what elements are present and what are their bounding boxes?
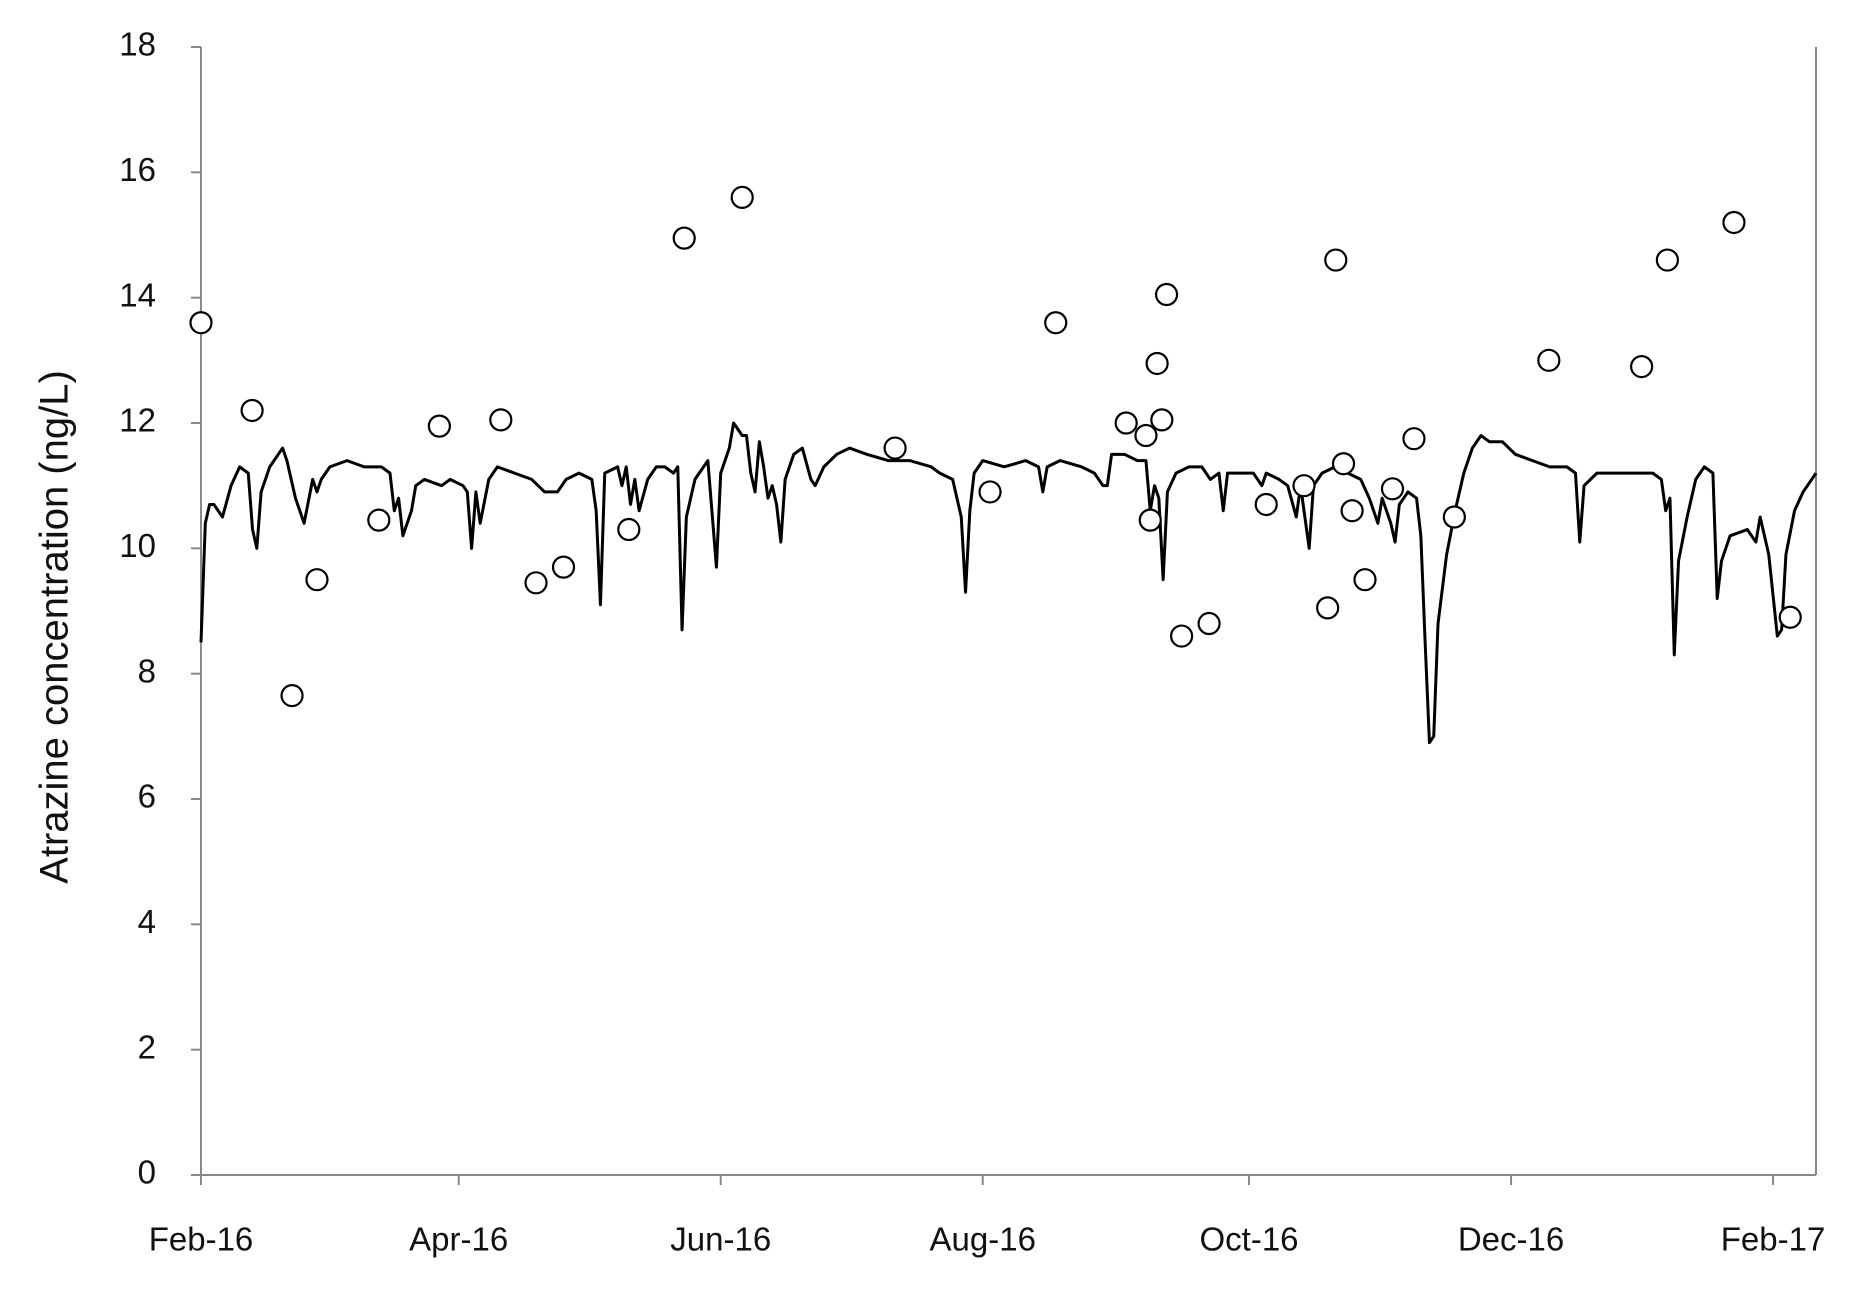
scatter-point [1402,427,1426,451]
y-tick-label: 14 [119,276,156,313]
scatter-point [1145,351,1169,376]
scatter-point [189,311,213,335]
line-series [199,421,1818,745]
x-tick-label: Feb-17 [1721,1221,1826,1258]
scatter-point [1630,355,1654,379]
scatter-point [1353,568,1377,592]
x-tick-label: Jun-16 [670,1221,771,1258]
scatter-point [1134,423,1158,448]
scatter-point [1778,605,1802,629]
scatter-point [1138,508,1162,532]
scatter-point [1154,282,1179,307]
scatter-point [1442,505,1466,529]
x-tick-label: Feb-16 [149,1221,254,1258]
scatter-point [1150,408,1174,432]
scatter-point [617,517,641,542]
y-tick-label: 10 [119,527,156,564]
scatter-point [1324,248,1348,272]
x-tick-label: Dec-16 [1458,1221,1564,1258]
y-tick-label: 6 [138,778,156,815]
scatter-point [978,480,1002,504]
y-tick-label: 2 [138,1028,156,1065]
scatter-point [427,414,451,438]
x-tick-label: Aug-16 [930,1221,1036,1258]
y-tick-label: 0 [138,1154,156,1191]
scatter-point [1722,210,1746,235]
y-tick-label: 12 [119,402,156,439]
scatter-point [551,555,576,579]
scatter-point [1044,311,1068,335]
y-axis-label: Atrazine concentration (ng/L) [33,370,77,884]
scatter-point [524,571,548,595]
scatter-point [489,408,513,432]
scatter-point [1380,477,1405,501]
x-tick-label: Oct-16 [1200,1221,1299,1258]
scatter-point [1169,624,1194,648]
scatter-point [883,436,907,460]
scatter-point [1340,499,1364,523]
scatter-point [1331,452,1356,476]
scatter-point [1655,248,1679,272]
y-tick-label: 18 [119,26,156,63]
scatter-point [730,185,754,209]
scatter-point [1254,492,1278,517]
scatter-point [280,683,304,708]
scatter-point [1292,474,1316,498]
scatter-point [240,398,264,423]
scatter-point [1316,596,1340,620]
scatter-point [305,568,329,592]
y-tick-label: 16 [119,151,156,188]
scatter-point [1197,611,1221,636]
scatter-point [367,508,391,532]
y-tick-label: 8 [138,652,156,689]
scatter-point [672,226,696,250]
scatter-point [1114,411,1138,435]
scatter-point [1537,348,1561,372]
y-tick-label: 4 [138,903,156,940]
x-tick-label: Apr-16 [409,1221,508,1258]
